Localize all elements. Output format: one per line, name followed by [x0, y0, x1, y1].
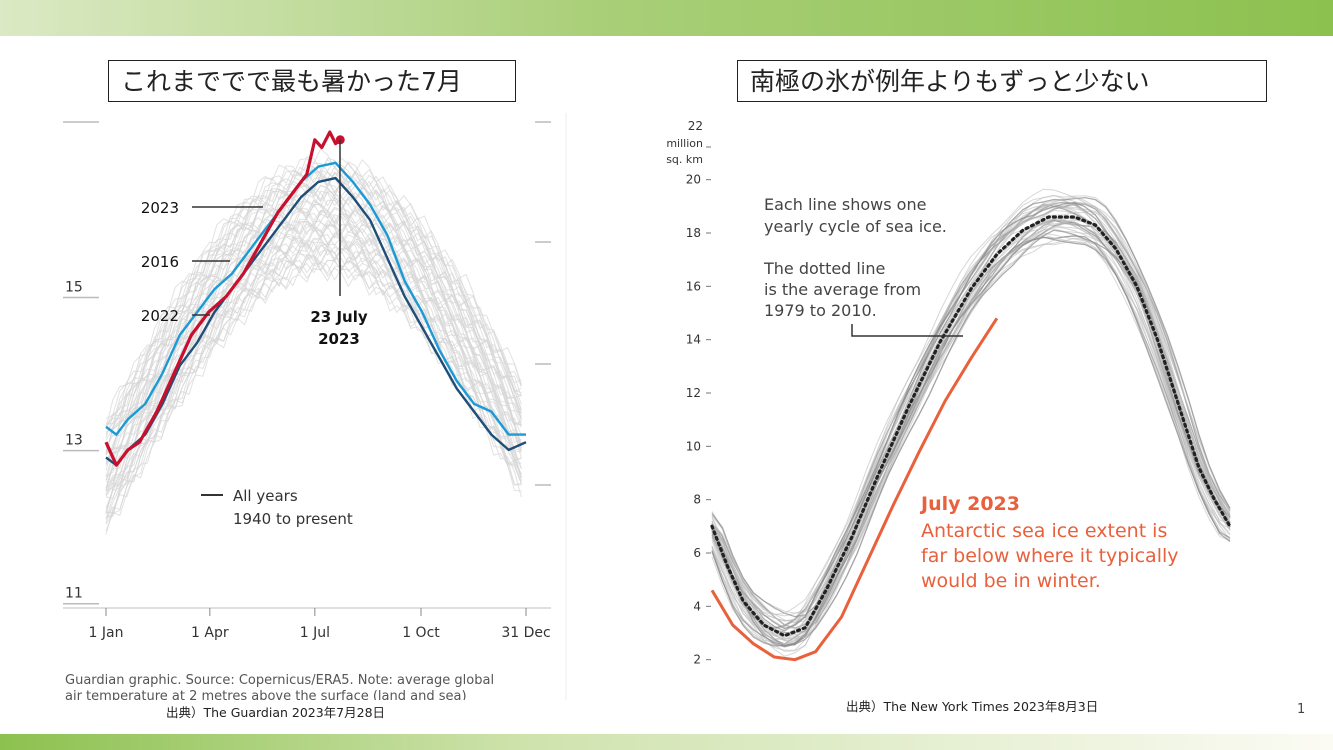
note-dotted-1: The dotted line: [763, 259, 885, 278]
x-tick-label: 1 Jul: [300, 625, 330, 641]
background-year-line: [105, 213, 522, 480]
background-year-line: [105, 207, 522, 477]
background-year-line: [105, 239, 522, 499]
right-slide-title: 南極の氷が例年よりもずっと少ない: [737, 60, 1267, 102]
x-tick-label: 1 Apr: [191, 625, 229, 641]
yearly-cycle-line: [711, 203, 1231, 622]
y-unit-sqkm: sq. km: [666, 153, 703, 166]
yearly-cycle-line: [711, 219, 1231, 637]
all-years-background-band: [105, 148, 522, 535]
y-tick-label: 20: [686, 173, 701, 187]
footer-bar: [0, 734, 1333, 750]
label-2016: 2016: [141, 253, 179, 271]
yearly-cycle-line: [711, 236, 1231, 647]
y-tick-label: 14: [686, 333, 701, 347]
2023-endpoint-dot: [335, 135, 345, 145]
label-2022: 2022: [141, 307, 179, 325]
right-source-caption: 出典）The New York Times 2023年8月3日: [846, 699, 1099, 714]
y-tick-label: 16: [686, 279, 701, 293]
yearly-cycle-lines: [711, 188, 1231, 657]
label-2023: 2023: [141, 199, 179, 217]
note-dotted-2: is the average from: [764, 280, 921, 299]
background-year-line: [105, 190, 522, 471]
y-tick-label: 15: [65, 279, 83, 295]
background-year-line: [105, 254, 522, 514]
y-tick-label: 18: [686, 226, 701, 240]
note-dotted-3: 1979 to 2010.: [764, 301, 877, 320]
y-unit-22: 22: [688, 119, 703, 133]
label-all-years-range: 1940 to present: [233, 510, 353, 528]
left-chart-axis: 11 13 15 1 Jan 1 Apr 1 Jul 1 Oct 31 Dec: [63, 121, 551, 641]
y-tick-label: 13: [65, 433, 83, 449]
label-23-july: 23 July: [310, 308, 367, 326]
background-year-line: [105, 211, 522, 481]
series-2022-line: [105, 176, 527, 467]
series-2023-line: [710, 317, 999, 662]
label-23-july-year: 2023: [318, 330, 360, 348]
yearly-cycle-line: [711, 223, 1231, 645]
note-each-line-1: Each line shows one: [764, 195, 926, 214]
y-tick-label: 6: [693, 546, 701, 560]
y-tick-label: 12: [686, 386, 701, 400]
y-tick-label: 11: [65, 586, 83, 602]
note-extent-2: far below where it typically: [921, 545, 1179, 567]
label-all-years: All years: [233, 487, 298, 505]
left-slide-title: これまででで最も暑かった7月: [108, 60, 516, 102]
note-extent-1: Antarctic sea ice extent is: [921, 520, 1167, 542]
y-tick-label: 10: [686, 439, 701, 453]
background-year-line: [105, 157, 522, 425]
page-number: 1: [1297, 702, 1306, 717]
x-tick-label: 1 Jan: [89, 625, 124, 641]
background-year-line: [105, 156, 522, 420]
yearly-cycle-line: [711, 196, 1231, 626]
y-tick-label: 8: [693, 493, 701, 507]
yearly-cycle-line: [711, 188, 1231, 615]
background-year-line: [105, 159, 522, 428]
yearly-cycle-line: [711, 237, 1231, 652]
note-each-line-2: yearly cycle of sea ice.: [764, 217, 947, 236]
series-2023-line: [104, 130, 342, 467]
footnote-line-1: Guardian graphic. Source: Copernicus/ERA…: [65, 673, 494, 688]
background-year-line: [105, 186, 522, 449]
y-unit-million: million: [666, 137, 703, 150]
background-year-line: [105, 179, 522, 452]
yearly-cycle-line: [711, 201, 1231, 630]
footnote-line-2: air temperature at 2 metres above the su…: [65, 689, 467, 700]
y-tick-label: 2: [693, 653, 701, 667]
yearly-cycle-line: [711, 218, 1231, 640]
left-temperature-chart: 11 13 15 1 Jan 1 Apr 1 Jul 1 Oct 31 Dec 2023 20…: [63, 113, 567, 700]
y-tick-label: 4: [693, 599, 701, 613]
average-1979-2010-dotted-line: [710, 215, 1232, 638]
x-tick-label: 1 Oct: [402, 625, 440, 641]
note-extent-3: would be in winter.: [921, 570, 1101, 592]
x-tick-label: 31 Dec: [501, 625, 550, 641]
header-bar: [0, 0, 1333, 36]
dotted-line-pointer: [851, 324, 963, 337]
yearly-cycle-line: [711, 196, 1231, 618]
background-year-line: [105, 243, 522, 520]
left-source-caption: 出典）The Guardian 2023年7月28日: [166, 705, 386, 720]
note-july-2023: July 2023: [919, 493, 1020, 515]
series-2016-line: [105, 161, 526, 436]
right-sea-ice-chart: 2 4 6 8 10 12 14 16 18 20 22 million sq. km Each …: [666, 119, 1232, 667]
